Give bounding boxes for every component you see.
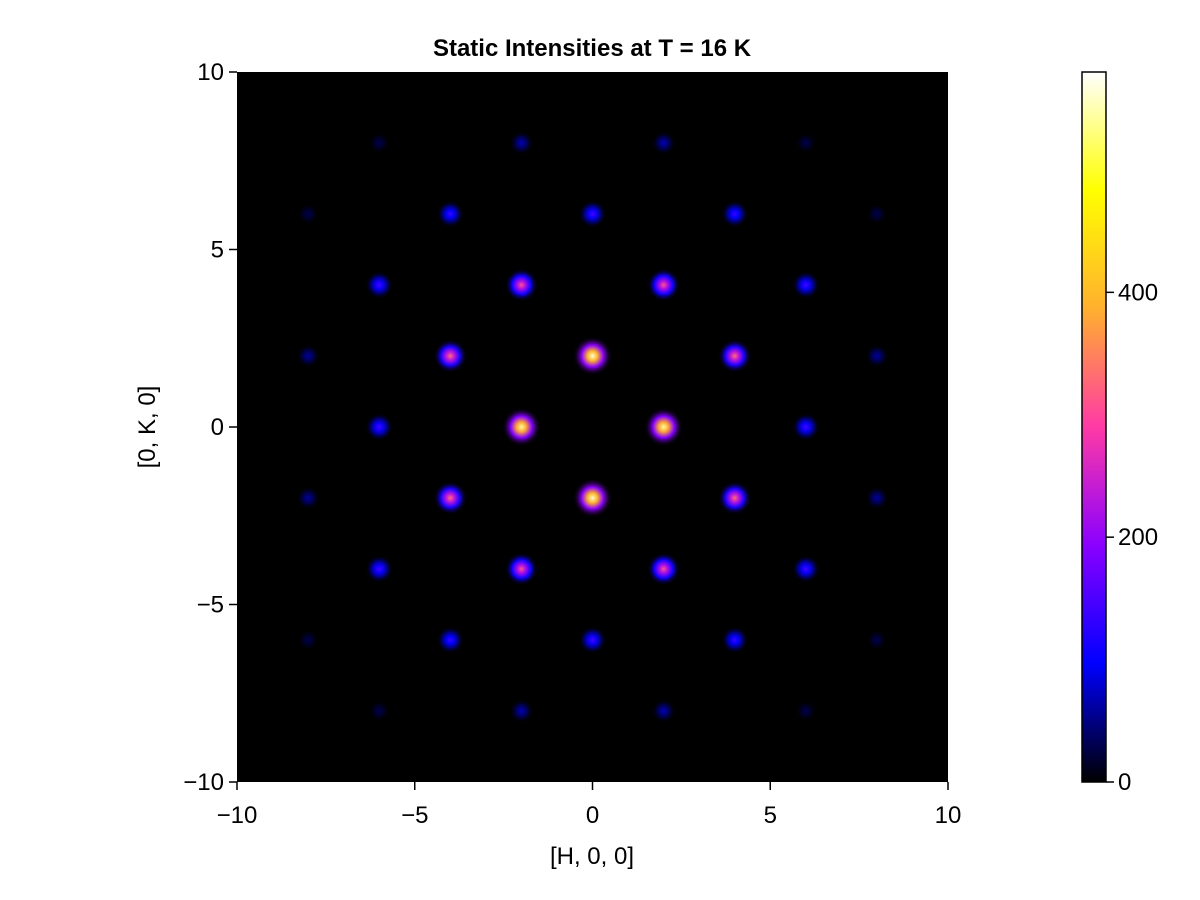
bragg-peak [436, 626, 465, 654]
bragg-peak [646, 268, 681, 302]
bragg-peak [865, 486, 889, 510]
bragg-peak [296, 344, 320, 368]
bragg-peak [866, 629, 888, 651]
y-axis-label: [0, K, 0] [134, 386, 161, 469]
bragg-peak [791, 412, 820, 442]
bragg-peak [504, 552, 539, 586]
x-axis: −10 −5 0 5 10 [217, 782, 962, 829]
bragg-peak [365, 412, 394, 442]
y-axis: −10 −5 0 5 10 [183, 59, 237, 796]
bragg-peak [578, 625, 607, 655]
x-tick-label: 10 [935, 802, 962, 829]
bragg-peak [501, 407, 541, 447]
bragg-peak [795, 700, 817, 722]
bragg-peak [651, 130, 676, 156]
bragg-peak [717, 338, 752, 374]
bragg-peak [791, 270, 820, 300]
bragg-peak [865, 344, 889, 368]
bragg-peak [866, 203, 888, 225]
bragg-peak [368, 700, 390, 722]
x-tick-label: 0 [586, 802, 599, 829]
bragg-peak [433, 480, 468, 516]
chart-title: Static Intensities at T = 16 K [433, 35, 752, 62]
y-tick-label: 0 [211, 414, 224, 441]
bragg-peak [644, 407, 684, 447]
y-tick-label: −5 [197, 592, 224, 619]
y-tick-label: −10 [183, 769, 224, 796]
heatmap-background [237, 72, 948, 782]
heatmap-plot-area [237, 72, 948, 782]
peaks-layer [296, 130, 889, 724]
colorbar-ticks: 0 200 400 [1106, 279, 1158, 796]
bragg-peak [296, 486, 320, 510]
colorbar-tick-label: 0 [1118, 769, 1131, 796]
bragg-peak [795, 132, 817, 154]
y-tick-label: 10 [197, 59, 224, 86]
bragg-peak [646, 552, 681, 586]
y-tick-label: 5 [211, 237, 224, 264]
bragg-peak [433, 338, 468, 374]
colorbar-tick-label: 400 [1118, 279, 1158, 306]
bragg-peak [717, 480, 752, 516]
bragg-peak [578, 199, 607, 229]
colorbar-tick-label: 200 [1118, 524, 1158, 551]
bragg-peak [651, 698, 676, 724]
x-tick-label: 5 [764, 802, 777, 829]
bragg-peak [791, 554, 820, 584]
bragg-peak [572, 336, 613, 376]
x-axis-label: [H, 0, 0] [550, 843, 634, 870]
bragg-peak [297, 203, 319, 225]
bragg-peak [572, 478, 613, 518]
colorbar: 0 200 400 [1081, 71, 1158, 796]
x-tick-label: −5 [401, 802, 428, 829]
colorbar-gradient [1081, 71, 1107, 783]
bragg-peak [436, 200, 465, 228]
bragg-peak [365, 554, 394, 584]
bragg-peak [368, 132, 390, 154]
bragg-peak [365, 270, 394, 300]
bragg-peak [720, 200, 749, 228]
bragg-peak [509, 698, 534, 724]
x-tick-label: −10 [217, 802, 258, 829]
bragg-peak [509, 130, 534, 156]
bragg-peak [504, 268, 539, 302]
bragg-peak [720, 626, 749, 654]
bragg-peak [297, 629, 319, 651]
